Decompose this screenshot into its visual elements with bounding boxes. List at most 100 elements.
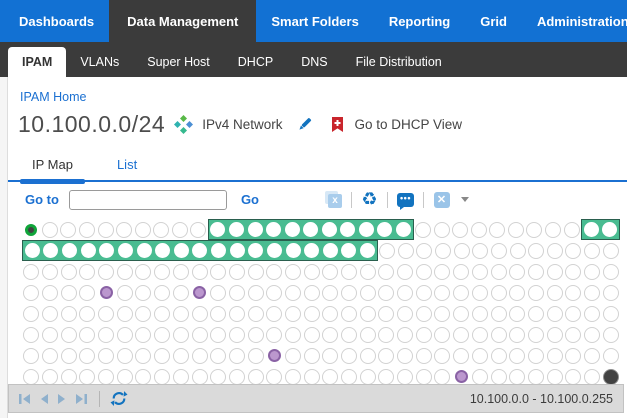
nav-dashboards[interactable]: Dashboards — [19, 13, 95, 29]
ip-cell[interactable] — [265, 240, 284, 261]
ip-cell[interactable] — [209, 261, 228, 282]
ip-cell[interactable] — [246, 345, 265, 366]
ip-cell[interactable] — [265, 324, 284, 345]
ip-cell[interactable] — [338, 219, 358, 240]
nav-administration[interactable]: Administration — [536, 13, 627, 29]
ip-cell[interactable] — [41, 282, 60, 303]
ip-cell[interactable] — [340, 345, 359, 366]
ip-cell[interactable] — [527, 261, 546, 282]
ip-cell[interactable] — [433, 303, 452, 324]
go-to-dhcp-view-link[interactable]: Go to DHCP View — [354, 117, 463, 132]
ip-cell[interactable] — [152, 219, 171, 240]
recycle-icon[interactable]: ♻ — [361, 189, 378, 209]
ip-cell[interactable] — [452, 324, 471, 345]
ip-cell[interactable] — [321, 303, 340, 324]
ip-cell[interactable] — [601, 240, 620, 261]
tab-super-host[interactable]: Super Host — [147, 55, 210, 69]
ip-cell[interactable] — [60, 240, 79, 261]
ip-cell[interactable] — [527, 324, 546, 345]
pager-previous-icon[interactable] — [38, 392, 50, 406]
ip-cell[interactable] — [78, 261, 97, 282]
ip-cell[interactable] — [377, 324, 396, 345]
breadcrumb-ipam-home[interactable]: IPAM Home — [20, 90, 87, 104]
ip-cell[interactable] — [115, 345, 134, 366]
ip-cell[interactable] — [414, 219, 433, 240]
ip-cell[interactable] — [246, 303, 265, 324]
ip-cell[interactable] — [378, 240, 397, 261]
ip-cell[interactable] — [284, 303, 303, 324]
ip-cell[interactable] — [153, 324, 172, 345]
ip-cell[interactable] — [433, 261, 452, 282]
ip-cell[interactable] — [377, 261, 396, 282]
ip-cell[interactable] — [583, 282, 602, 303]
ip-cell[interactable] — [562, 219, 581, 240]
ip-cell[interactable] — [471, 345, 490, 366]
ip-cell[interactable] — [394, 219, 414, 240]
ip-cell[interactable] — [282, 219, 302, 240]
ip-cell[interactable] — [489, 345, 508, 366]
tab-file-distribution[interactable]: File Distribution — [355, 55, 442, 69]
pager-last-icon[interactable] — [74, 392, 89, 406]
ip-cell[interactable] — [564, 345, 583, 366]
ip-cell[interactable] — [527, 345, 546, 366]
export-icon[interactable]: x — [325, 191, 342, 208]
ip-cell[interactable] — [190, 261, 209, 282]
ip-cell[interactable] — [134, 324, 153, 345]
ip-cell[interactable] — [190, 324, 209, 345]
ip-cell[interactable] — [284, 282, 303, 303]
ip-cell[interactable] — [321, 240, 340, 261]
ip-cell[interactable] — [302, 324, 321, 345]
ip-cell[interactable] — [358, 324, 377, 345]
nav-smart-folders[interactable]: Smart Folders — [271, 13, 359, 29]
ip-cell[interactable] — [97, 303, 116, 324]
ip-cell[interactable] — [190, 303, 209, 324]
ip-cell[interactable] — [377, 282, 396, 303]
ip-cell[interactable] — [265, 345, 284, 366]
ip-cell[interactable] — [153, 282, 172, 303]
ip-cell[interactable] — [601, 345, 620, 366]
ip-cell[interactable] — [433, 282, 452, 303]
ip-cell[interactable] — [583, 324, 602, 345]
ip-cell[interactable] — [452, 366, 471, 387]
ip-cell[interactable] — [190, 345, 209, 366]
ip-cell[interactable] — [284, 324, 303, 345]
ip-cell[interactable] — [564, 303, 583, 324]
ip-cell[interactable] — [209, 240, 228, 261]
ip-cell[interactable] — [545, 261, 564, 282]
ip-cell[interactable] — [265, 282, 284, 303]
ip-cell[interactable] — [172, 345, 191, 366]
ip-cell[interactable] — [471, 282, 490, 303]
ip-cell[interactable] — [134, 345, 153, 366]
ip-cell[interactable] — [583, 345, 602, 366]
refresh-icon[interactable] — [110, 390, 128, 407]
ip-cell[interactable] — [190, 240, 210, 261]
ip-cell[interactable] — [545, 303, 564, 324]
ip-cell[interactable] — [396, 261, 415, 282]
ip-cell[interactable] — [452, 303, 471, 324]
ip-cell[interactable] — [452, 261, 471, 282]
ip-cell[interactable] — [22, 282, 41, 303]
tab-dns[interactable]: DNS — [301, 55, 328, 69]
ip-cell[interactable] — [97, 261, 116, 282]
ip-cell[interactable] — [59, 324, 78, 345]
ip-cell[interactable] — [415, 240, 434, 261]
ip-cell[interactable] — [377, 345, 396, 366]
ip-cell[interactable] — [59, 261, 78, 282]
ip-cell[interactable] — [41, 303, 60, 324]
ip-cell[interactable] — [508, 261, 527, 282]
ip-cell[interactable] — [209, 303, 228, 324]
ip-cell[interactable] — [470, 219, 489, 240]
ip-cell[interactable] — [265, 261, 284, 282]
ip-cell[interactable] — [432, 219, 451, 240]
ip-cell[interactable] — [508, 324, 527, 345]
nav-reporting[interactable]: Reporting — [388, 13, 451, 29]
ip-cell[interactable] — [190, 282, 209, 303]
ip-cell[interactable] — [41, 324, 60, 345]
dropdown-caret-icon[interactable] — [461, 197, 469, 202]
ip-cell[interactable] — [153, 345, 172, 366]
ip-cell[interactable] — [601, 261, 620, 282]
ip-cell[interactable] — [41, 240, 61, 261]
tab-ip-map[interactable]: IP Map — [20, 150, 85, 184]
ip-cell[interactable] — [246, 240, 266, 261]
ip-cell[interactable] — [153, 261, 172, 282]
